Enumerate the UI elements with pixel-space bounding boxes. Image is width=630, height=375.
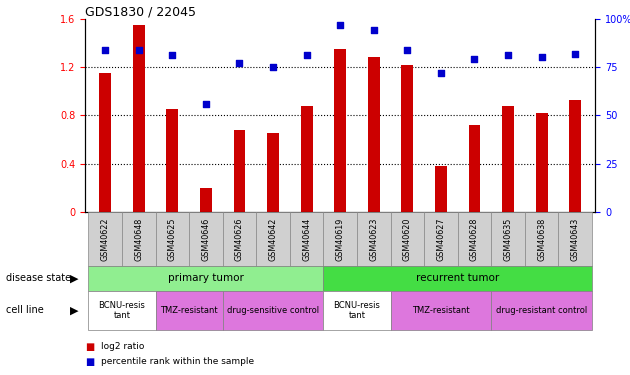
Text: GSM40638: GSM40638 — [537, 217, 546, 261]
Bar — [570, 100, 581, 212]
Text: GSM40619: GSM40619 — [336, 217, 345, 261]
Point — [436, 70, 446, 76]
Point — [302, 53, 312, 58]
Text: GSM40644: GSM40644 — [302, 217, 311, 261]
Point — [469, 56, 479, 62]
Text: GSM40627: GSM40627 — [437, 217, 445, 261]
Text: GSM40648: GSM40648 — [134, 217, 143, 261]
Text: disease state: disease state — [6, 273, 71, 284]
Bar — [301, 106, 312, 212]
Point — [168, 53, 178, 58]
Bar — [267, 134, 279, 212]
Point — [234, 60, 244, 66]
Text: GDS1830 / 22045: GDS1830 / 22045 — [85, 6, 196, 19]
Point — [537, 54, 547, 60]
Text: GSM40635: GSM40635 — [503, 217, 513, 261]
Text: drug-resistant control: drug-resistant control — [496, 306, 587, 315]
Point — [503, 53, 513, 58]
Text: BCNU-resis
tant: BCNU-resis tant — [333, 301, 381, 320]
Bar — [100, 73, 111, 212]
Text: ▶: ▶ — [70, 305, 79, 315]
Text: GSM40625: GSM40625 — [168, 217, 177, 261]
Text: TMZ-resistant: TMZ-resistant — [412, 306, 470, 315]
Text: ■: ■ — [85, 342, 94, 352]
Text: GSM40646: GSM40646 — [202, 217, 210, 261]
Point — [570, 51, 580, 57]
Point — [268, 64, 278, 70]
Bar — [435, 166, 447, 212]
Bar — [234, 130, 245, 212]
Text: ▶: ▶ — [70, 273, 79, 284]
Text: BCNU-resis
tant: BCNU-resis tant — [98, 301, 146, 320]
Point — [369, 27, 379, 33]
Text: GSM40643: GSM40643 — [571, 217, 580, 261]
Text: GSM40628: GSM40628 — [470, 217, 479, 261]
Text: ■: ■ — [85, 357, 94, 367]
Bar — [166, 109, 178, 212]
Point — [201, 101, 211, 107]
Bar — [200, 188, 212, 212]
Bar — [133, 25, 145, 212]
Point — [403, 46, 413, 53]
Text: cell line: cell line — [6, 305, 44, 315]
Bar — [368, 57, 380, 212]
Text: GSM40622: GSM40622 — [101, 217, 110, 261]
Text: primary tumor: primary tumor — [168, 273, 244, 284]
Text: TMZ-resistant: TMZ-resistant — [160, 306, 218, 315]
Point — [134, 46, 144, 53]
Point — [100, 46, 110, 53]
Text: percentile rank within the sample: percentile rank within the sample — [101, 357, 254, 366]
Text: GSM40642: GSM40642 — [268, 217, 278, 261]
Text: GSM40626: GSM40626 — [235, 217, 244, 261]
Bar — [536, 113, 547, 212]
Bar — [469, 125, 480, 212]
Point — [335, 21, 345, 27]
Text: recurrent tumor: recurrent tumor — [416, 273, 500, 284]
Bar — [335, 49, 346, 212]
Bar — [502, 106, 514, 212]
Bar — [401, 64, 413, 212]
Text: GSM40623: GSM40623 — [369, 217, 378, 261]
Text: GSM40620: GSM40620 — [403, 217, 412, 261]
Text: log2 ratio: log2 ratio — [101, 342, 144, 351]
Text: drug-sensitive control: drug-sensitive control — [227, 306, 319, 315]
